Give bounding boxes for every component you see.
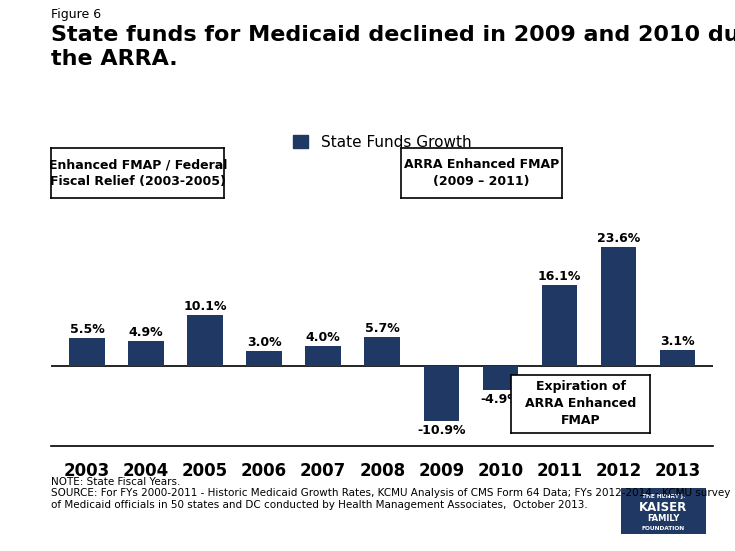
- Legend: State Funds Growth: State Funds Growth: [293, 134, 471, 149]
- Text: FOUNDATION: FOUNDATION: [642, 526, 685, 531]
- Text: KAISER: KAISER: [639, 501, 687, 514]
- Bar: [128, 341, 164, 366]
- Text: NOTE: State Fiscal Years.
SOURCE: For FYs 2000-2011 - Historic Medicaid Growth R: NOTE: State Fiscal Years. SOURCE: For FY…: [51, 477, 731, 510]
- Bar: [187, 315, 223, 366]
- Bar: [660, 350, 695, 366]
- Text: 4.0%: 4.0%: [306, 331, 340, 344]
- Text: THE HENRY J.: THE HENRY J.: [642, 494, 685, 499]
- Text: -4.9%: -4.9%: [481, 393, 520, 407]
- Bar: [600, 247, 637, 366]
- Text: 5.7%: 5.7%: [365, 322, 400, 335]
- Text: Figure 6: Figure 6: [51, 8, 101, 21]
- Text: Enhanced FMAP / Federal
Fiscal Relief (2003-2005): Enhanced FMAP / Federal Fiscal Relief (2…: [49, 158, 227, 188]
- Text: 10.1%: 10.1%: [183, 300, 227, 313]
- Text: 23.6%: 23.6%: [597, 232, 640, 245]
- Bar: [423, 366, 459, 420]
- Text: 16.1%: 16.1%: [538, 270, 581, 283]
- Text: State funds for Medicaid declined in 2009 and 2010 due to
the ARRA.: State funds for Medicaid declined in 200…: [51, 25, 735, 69]
- Bar: [365, 337, 400, 366]
- Text: 4.9%: 4.9%: [129, 326, 163, 339]
- Text: ARRA Enhanced FMAP
(2009 – 2011): ARRA Enhanced FMAP (2009 – 2011): [404, 158, 559, 188]
- Text: -10.9%: -10.9%: [417, 424, 465, 437]
- Bar: [483, 366, 518, 391]
- Bar: [246, 351, 282, 366]
- Text: 3.0%: 3.0%: [247, 336, 282, 349]
- Text: FAMILY: FAMILY: [647, 514, 680, 522]
- Bar: [69, 338, 104, 366]
- Text: Expiration of
ARRA Enhanced
FMAP: Expiration of ARRA Enhanced FMAP: [525, 380, 637, 427]
- Bar: [542, 285, 577, 366]
- Bar: [306, 345, 341, 366]
- Text: 3.1%: 3.1%: [660, 335, 695, 348]
- Text: 5.5%: 5.5%: [70, 323, 104, 336]
